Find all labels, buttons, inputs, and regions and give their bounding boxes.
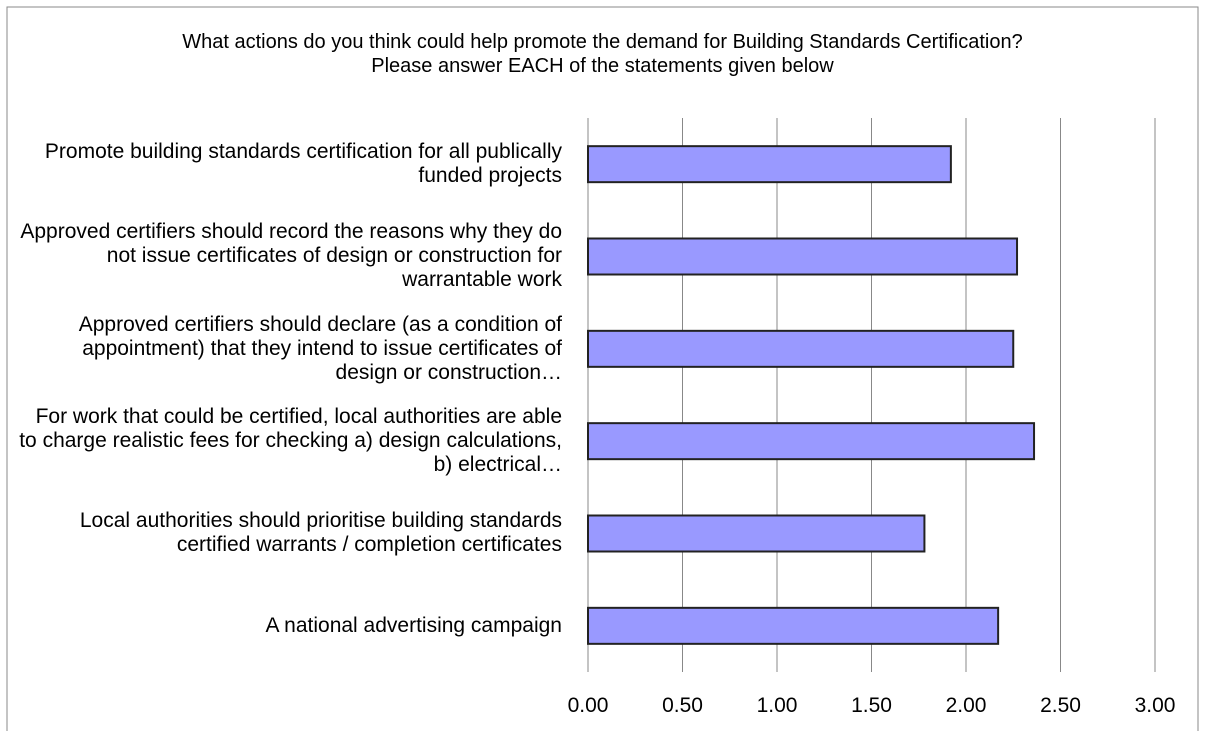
y-tick-label: A national advertising campaign <box>265 613 562 637</box>
y-tick-label: Local authorities should prioritise buil… <box>79 509 562 557</box>
bar <box>587 237 1019 276</box>
y-tick-label: Approved certifiers should declare (as a… <box>78 312 562 384</box>
x-tick-label: 1.00 <box>757 694 798 717</box>
y-tick-label: Promote building standards certification… <box>44 140 562 188</box>
y-tick-label: Approved certifiers should record the re… <box>20 220 562 292</box>
bar <box>587 145 952 184</box>
x-tick-label: 0.50 <box>662 694 703 717</box>
x-tick-label: 1.50 <box>851 694 892 717</box>
bar <box>587 514 926 553</box>
bar <box>587 329 1015 368</box>
x-tick-label: 0.00 <box>568 694 609 717</box>
x-tick-label: 3.00 <box>1135 694 1176 717</box>
bar <box>587 606 1000 645</box>
bar <box>587 422 1036 461</box>
chart-title: What actions do you think could help pro… <box>182 31 1057 77</box>
y-tick-label: For work that could be certified, local … <box>19 405 562 477</box>
chart-border <box>6 6 1199 731</box>
x-tick-label: 2.00 <box>946 694 987 717</box>
x-tick-label: 2.50 <box>1040 694 1081 717</box>
